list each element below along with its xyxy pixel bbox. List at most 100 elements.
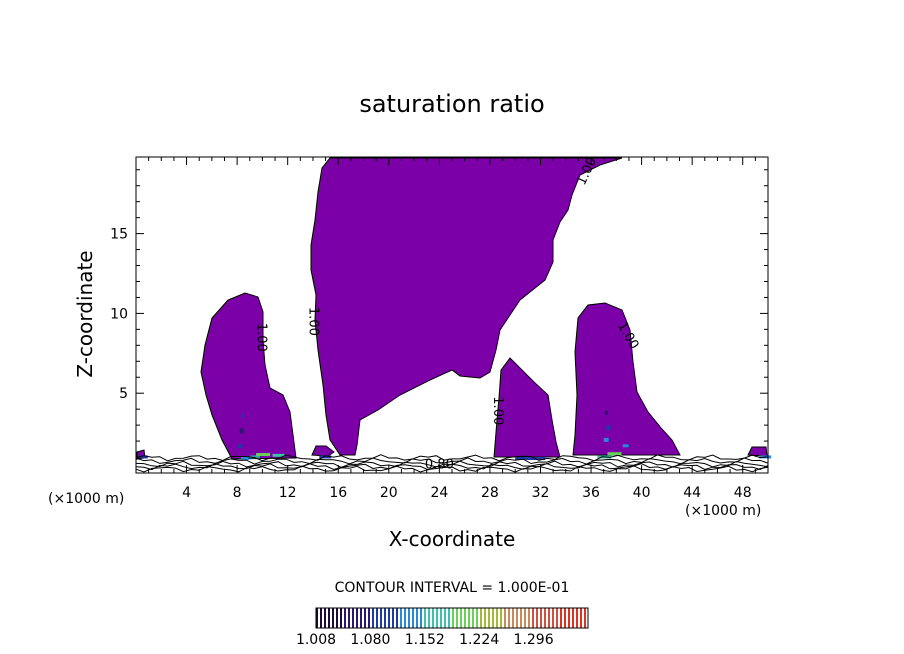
- speckle: [606, 425, 611, 431]
- saturation-fill-regions: [136, 157, 768, 460]
- colorbar-stripe: [480, 608, 482, 628]
- colorbar-stripe: [384, 608, 386, 628]
- speckle: [603, 437, 609, 442]
- colorbar-stripe: [452, 608, 454, 628]
- speckle: [239, 428, 244, 434]
- colorbar-stripe: [432, 608, 434, 628]
- colorbar-label: 1.296: [514, 632, 554, 648]
- colorbar-stripe: [328, 608, 330, 628]
- colorbar-stripe: [520, 608, 522, 628]
- colorbar-stripe: [380, 608, 382, 628]
- colorbar-stripe: [372, 608, 374, 628]
- colorbar-stripe: [416, 608, 418, 628]
- x-tick-label-28: 28: [481, 485, 499, 501]
- x-tick-label-12: 12: [279, 485, 297, 501]
- colorbar-frame: [315, 607, 589, 629]
- colorbar-stripe: [500, 608, 502, 628]
- colorbar-stripe: [532, 608, 534, 628]
- colorbar-stripe: [320, 608, 322, 628]
- colorbar-stripe: [352, 608, 354, 628]
- colorbar-label: 1.224: [459, 632, 499, 648]
- colorbar-stripe: [496, 608, 498, 628]
- colorbar-stripe: [568, 608, 570, 628]
- colorbar-stripe: [468, 608, 470, 628]
- colorbar-labels: 1.008 1.080 1.152 1.224 1.296: [296, 632, 554, 648]
- contour-interval-text: CONTOUR INTERVAL = 1.000E-01: [335, 580, 570, 596]
- contour-label: 1.00: [490, 396, 505, 425]
- colorbar-stripe: [456, 608, 458, 628]
- colorbar-stripe: [484, 608, 486, 628]
- low-contour-line: [135, 457, 769, 465]
- speckle: [256, 453, 271, 457]
- colorbar-stripe: [472, 608, 474, 628]
- colorbar-stripe: [424, 608, 426, 628]
- colorbar-stripe: [524, 608, 526, 628]
- x-tick-label-44: 44: [683, 485, 701, 501]
- colorbar-label: 1.008: [296, 632, 336, 648]
- colorbar-stripe: [552, 608, 554, 628]
- y-tick-label-15: 15: [110, 227, 128, 243]
- chart-title: saturation ratio: [359, 90, 544, 118]
- colorbar-stripe: [360, 608, 362, 628]
- colorbar-stripe: [324, 608, 326, 628]
- colorbar-stripe: [516, 608, 518, 628]
- colorbar-stripe: [488, 608, 490, 628]
- x-tick-label-8: 8: [233, 485, 242, 501]
- colorbar-stripe: [444, 608, 446, 628]
- colorbar-stripe: [540, 608, 542, 628]
- speckle: [139, 455, 148, 459]
- colorbar-stripe: [340, 608, 342, 628]
- speckle: [240, 457, 249, 461]
- colorbar-stripe: [316, 608, 318, 628]
- colorbar-stripe: [392, 608, 394, 628]
- x-axis-label: X-coordinate: [389, 527, 516, 551]
- colorbar-stripe: [580, 608, 582, 628]
- colorbar-stripe: [464, 608, 466, 628]
- colorbar-label: 1.152: [405, 632, 445, 648]
- speckle: [237, 444, 243, 449]
- colorbar-stripe: [332, 608, 334, 628]
- colorbar-stripe: [400, 608, 402, 628]
- colorbar-stripe: [584, 608, 586, 628]
- colorbar-stripe: [492, 608, 494, 628]
- x-unit-label-left: (×1000 m): [48, 491, 124, 507]
- contour-label: 1.00: [305, 307, 320, 336]
- speckle: [515, 457, 546, 461]
- x-tick-label-40: 40: [633, 485, 651, 501]
- colorbar-stripe: [364, 608, 366, 628]
- y-tick-label-10: 10: [110, 306, 128, 322]
- speckle: [249, 455, 260, 459]
- colorbar-stripe: [548, 608, 550, 628]
- colorbar-stripe: [428, 608, 430, 628]
- x-tick-label-36: 36: [582, 485, 600, 501]
- speckle: [604, 410, 608, 415]
- colorbar-stripe: [536, 608, 538, 628]
- colorbar-stripe: [560, 608, 562, 628]
- colorbar-stripe: [556, 608, 558, 628]
- colorbar-stripe: [408, 608, 410, 628]
- region-small-right-edge: [747, 446, 768, 457]
- y-axis-label: Z-coordinate: [73, 250, 97, 377]
- colorbar-stripe: [512, 608, 514, 628]
- colorbar-stripe: [420, 608, 422, 628]
- y-axis-ticks: 5 10 15: [110, 169, 768, 458]
- colorbar-stripe: [564, 608, 566, 628]
- speckle: [272, 453, 285, 457]
- colorbar-stripe: [368, 608, 370, 628]
- colorbar: 1.008 1.080 1.152 1.224 1.296: [296, 607, 589, 648]
- x-tick-label-4: 4: [182, 485, 191, 501]
- speckle: [607, 452, 622, 456]
- colorbar-stripes: [316, 608, 586, 628]
- colorbar-stripe: [440, 608, 442, 628]
- x-tick-label-20: 20: [380, 485, 398, 501]
- colorbar-stripe: [576, 608, 578, 628]
- x-tick-label-16: 16: [329, 485, 347, 501]
- colorbar-stripe: [356, 608, 358, 628]
- low-contour-line: [135, 465, 769, 473]
- speckle: [622, 444, 629, 448]
- low-contour-line: [135, 454, 769, 462]
- x-tick-label-32: 32: [532, 485, 550, 501]
- colorbar-stripe: [508, 608, 510, 628]
- speckle: [240, 413, 244, 418]
